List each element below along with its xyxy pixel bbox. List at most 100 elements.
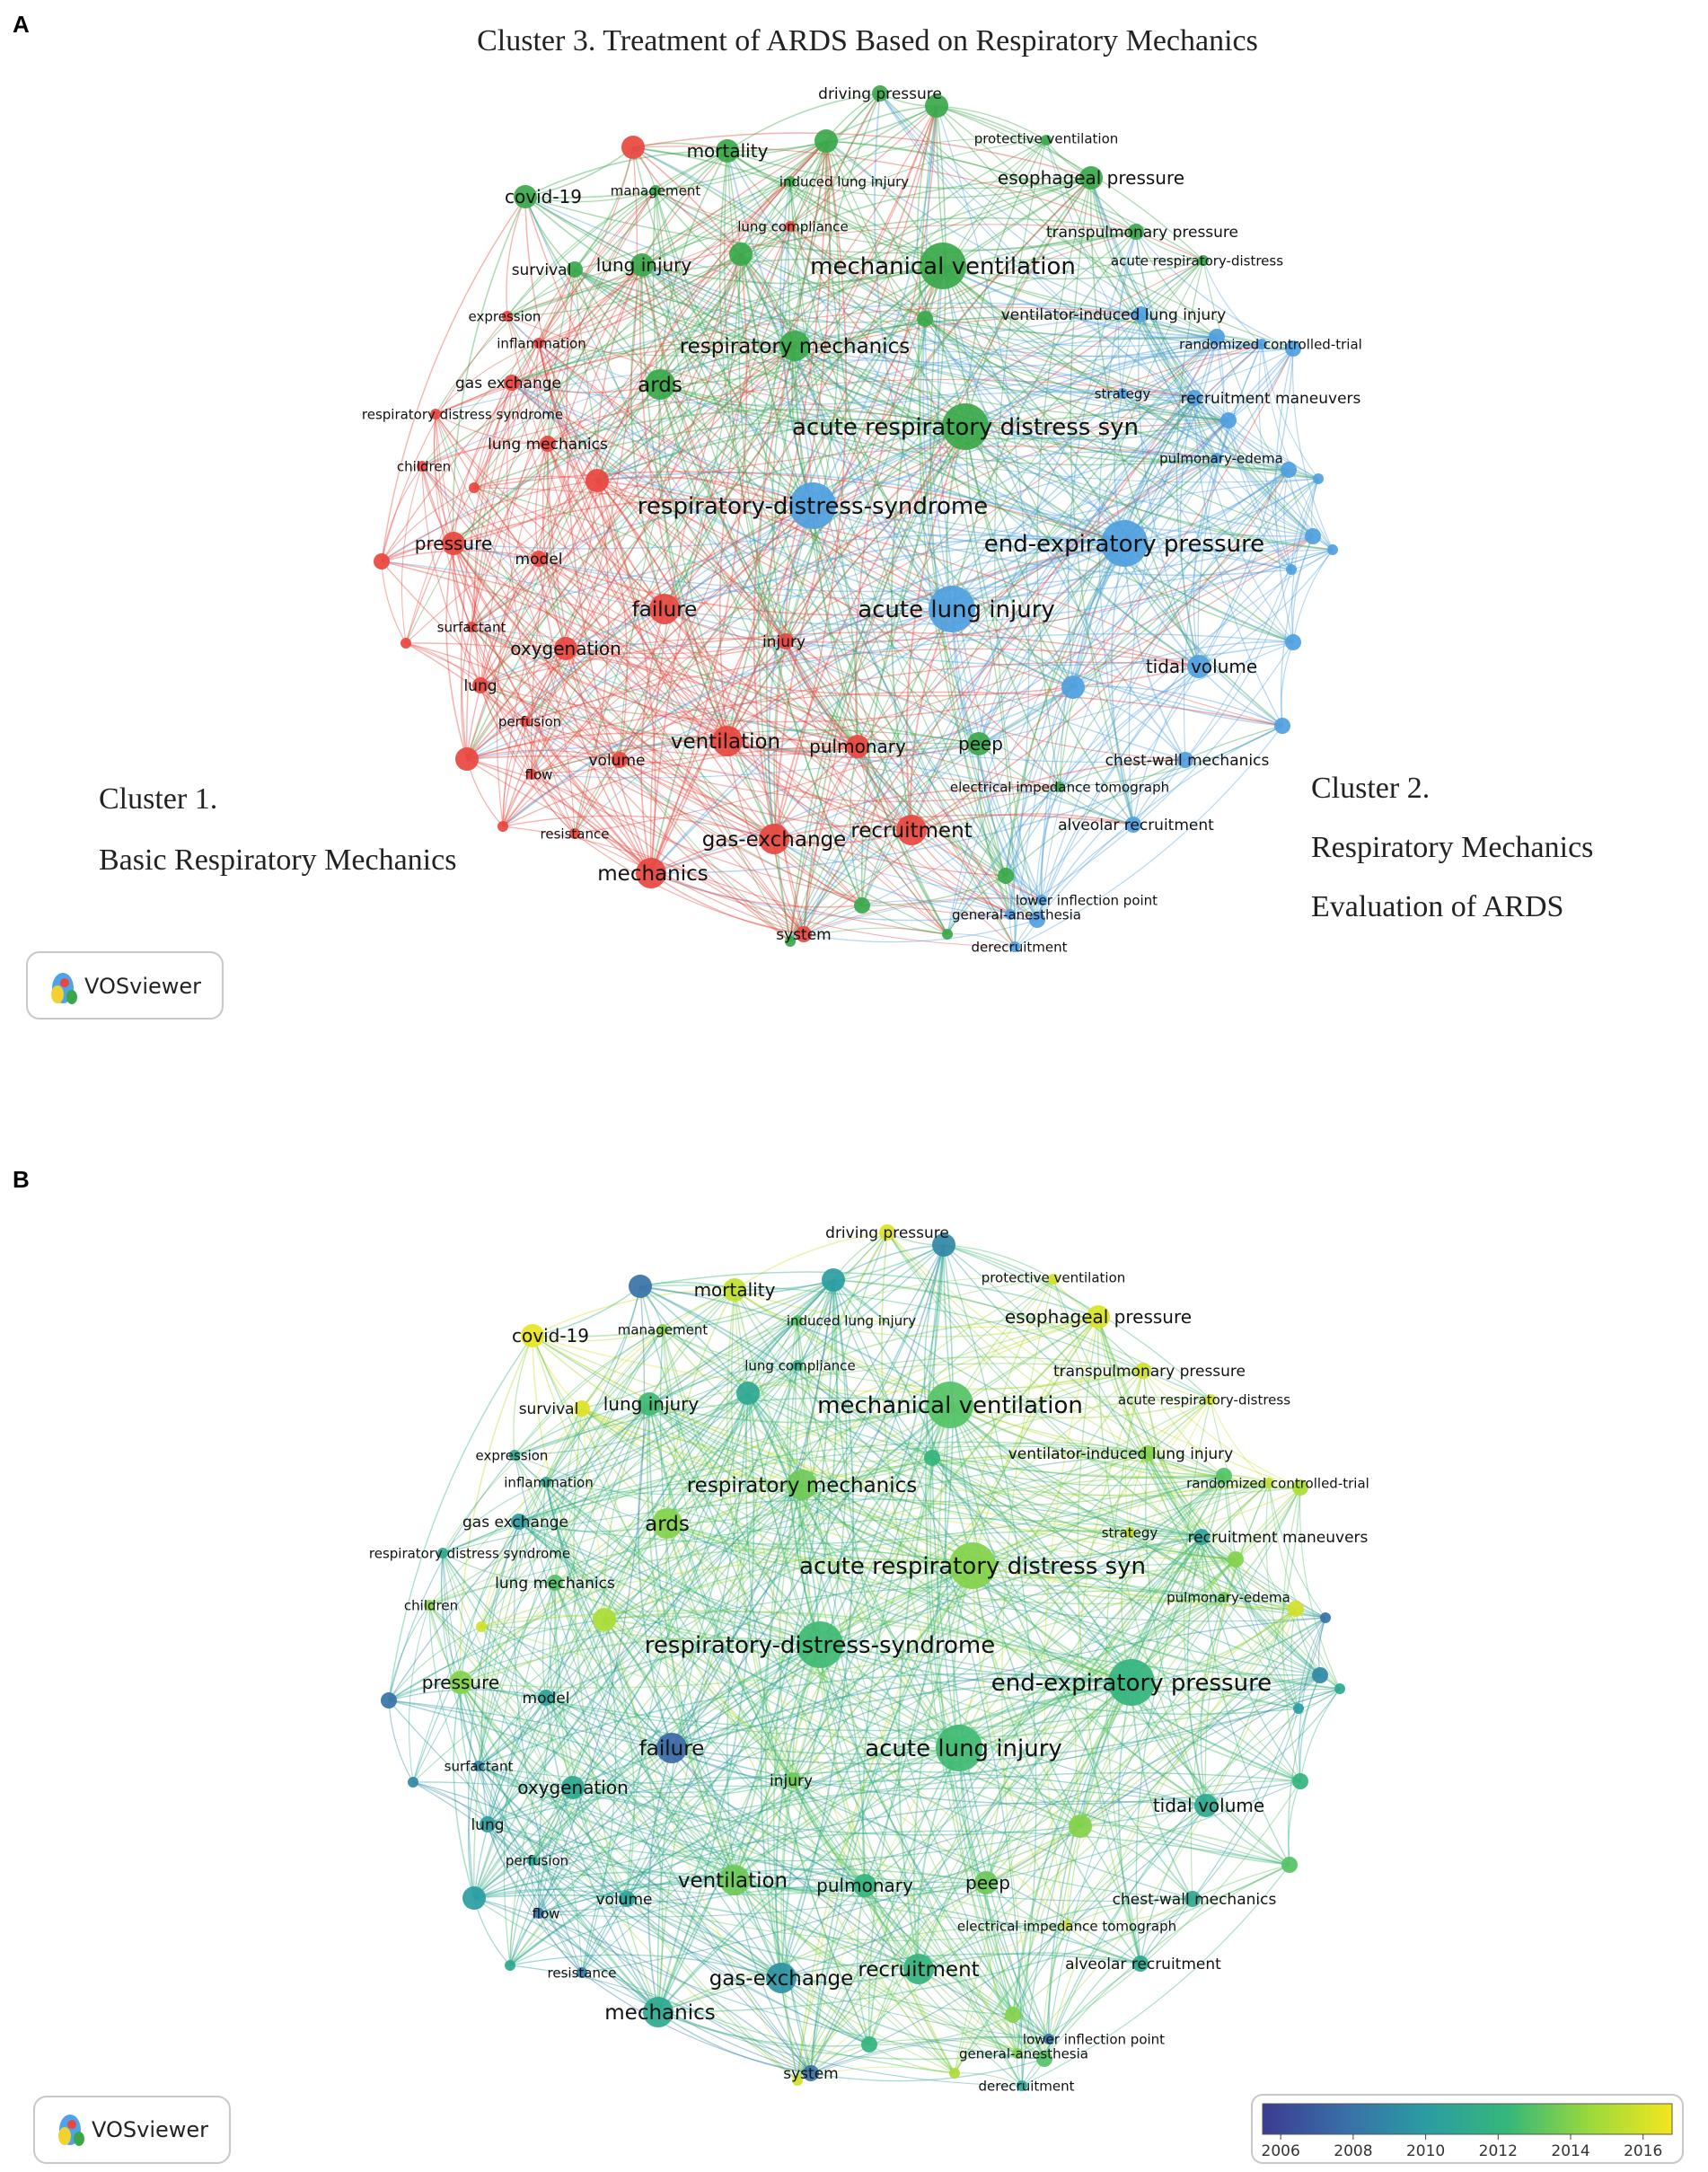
node-unlabeled[interactable] [462, 1886, 486, 1910]
node-unlabeled[interactable] [1036, 2051, 1052, 2067]
node-lung[interactable] [472, 677, 489, 693]
node-lung-compliance[interactable] [785, 221, 796, 232]
node-chest-wall-mechanics[interactable] [1184, 1891, 1201, 1907]
node-tidal-volume[interactable] [1187, 655, 1211, 678]
node-pulmonary[interactable] [853, 1874, 876, 1897]
node-unlabeled[interactable] [593, 1608, 616, 1631]
node-induced-lung-injury[interactable] [785, 176, 796, 187]
node-protective-ventilation[interactable] [1048, 1274, 1059, 1285]
node-perfusion[interactable] [527, 1855, 538, 1866]
node-covid-19[interactable] [514, 185, 537, 208]
node-inflammation[interactable] [533, 338, 544, 349]
node-expression[interactable] [509, 1450, 520, 1461]
node-mechanical-ventilation[interactable] [920, 243, 966, 289]
node-recruitment[interactable] [903, 1954, 934, 1984]
node-mechanics[interactable] [636, 858, 666, 888]
node-pressure[interactable] [442, 532, 465, 555]
node-pulmonary[interactable] [846, 735, 869, 758]
node-randomized-controlled-trial[interactable] [1263, 1478, 1274, 1488]
node-volume[interactable] [612, 752, 628, 768]
node-gas-exchange[interactable] [766, 1963, 797, 1993]
node-inflammation[interactable] [541, 1477, 551, 1488]
node-unlabeled[interactable] [1029, 912, 1045, 928]
node-covid-19[interactable] [521, 1324, 544, 1347]
node-volume[interactable] [619, 1891, 635, 1907]
node-ventilation[interactable] [712, 726, 743, 756]
node-unlabeled[interactable] [792, 2075, 803, 2086]
node-unlabeled[interactable] [374, 553, 390, 569]
node-injury[interactable] [778, 633, 794, 649]
node-survival[interactable] [574, 1400, 590, 1417]
node-surfactant[interactable] [473, 1761, 484, 1771]
node-acute-respiratory-distress[interactable] [1198, 255, 1209, 266]
node-general-anesthesia[interactable] [1005, 909, 1016, 920]
node-recruitment[interactable] [896, 815, 927, 845]
node-unlabeled[interactable] [1274, 718, 1290, 734]
node-unlabeled[interactable] [1228, 1551, 1244, 1567]
node-unlabeled[interactable] [585, 469, 609, 492]
node-lung[interactable] [480, 1816, 496, 1832]
node-ventilator-induced-lung-injury[interactable] [1132, 306, 1149, 322]
node-lung-mechanics[interactable] [540, 436, 556, 452]
node-resistance[interactable] [577, 1967, 587, 1978]
node-unlabeled[interactable] [925, 94, 948, 118]
node-derecruitment[interactable] [1017, 2080, 1027, 2091]
node-unlabeled[interactable] [1305, 528, 1321, 544]
node-recruitment-maneuvers[interactable] [1186, 390, 1202, 406]
node-driving-pressure[interactable] [879, 1224, 895, 1241]
node-gas-exchange[interactable] [759, 824, 789, 854]
node-unlabeled[interactable] [998, 868, 1014, 884]
node-management[interactable] [650, 185, 661, 196]
node-model[interactable] [531, 551, 547, 567]
node-acute-lung-injury[interactable] [936, 1725, 982, 1771]
node-unlabeled[interactable] [455, 747, 479, 771]
node-unlabeled[interactable] [408, 1777, 418, 1788]
node-unlabeled[interactable] [917, 311, 933, 327]
node-unlabeled[interactable] [1281, 462, 1297, 478]
node-ventilation[interactable] [719, 1865, 750, 1895]
node-lower-inflection-point[interactable] [1043, 2034, 1054, 2044]
node-tidal-volume[interactable] [1194, 1794, 1218, 1817]
node-general-anesthesia[interactable] [1012, 2048, 1023, 2059]
node-unlabeled[interactable] [1292, 1773, 1308, 1789]
node-electrical-impedance-tomograph[interactable] [1061, 1920, 1072, 1931]
node-respiratory-mechanics[interactable] [787, 1470, 817, 1500]
node-oxygenation[interactable] [554, 637, 577, 660]
node-unlabeled[interactable] [1285, 634, 1301, 650]
node-survival[interactable] [567, 261, 583, 278]
node-children[interactable] [424, 1600, 435, 1611]
node-esophageal-pressure[interactable] [1087, 1305, 1110, 1329]
node-derecruitment[interactable] [1009, 941, 1020, 952]
node-unlabeled[interactable] [1285, 340, 1301, 357]
node-unlabeled[interactable] [1005, 2007, 1021, 2023]
node-unlabeled[interactable] [932, 1233, 955, 1257]
node-respiratory-distress-syndrome[interactable] [437, 1548, 448, 1558]
node-respiratory-distress-syndrome[interactable] [797, 1621, 843, 1668]
node-unlabeled[interactable] [736, 1382, 760, 1405]
node-lung-injury[interactable] [630, 253, 654, 277]
node-unlabeled[interactable] [942, 929, 953, 940]
node-end-expiratory-pressure[interactable] [1101, 520, 1148, 567]
node-acute-respiratory-distress-syn[interactable] [942, 403, 989, 450]
node-lung-compliance[interactable] [792, 1360, 803, 1371]
node-unlabeled[interactable] [1216, 1468, 1232, 1484]
node-unlabeled[interactable] [1293, 1703, 1304, 1714]
node-chest-wall-mechanics[interactable] [1177, 752, 1193, 768]
node-unlabeled[interactable] [1286, 564, 1297, 575]
node-mortality[interactable] [723, 1278, 746, 1302]
node-transpulmonary-pressure[interactable] [1135, 1363, 1151, 1379]
node-transpulmonary-pressure[interactable] [1128, 224, 1144, 240]
node-unlabeled[interactable] [1292, 1479, 1308, 1496]
node-children[interactable] [417, 461, 427, 472]
node-lung-mechanics[interactable] [547, 1575, 563, 1591]
node-driving-pressure[interactable] [872, 85, 888, 102]
node-ventilator-induced-lung-injury[interactable] [1140, 1445, 1156, 1461]
node-strategy[interactable] [1117, 388, 1128, 399]
node-unlabeled[interactable] [822, 1268, 845, 1292]
node-unlabeled[interactable] [814, 129, 838, 153]
node-surfactant[interactable] [466, 622, 477, 632]
node-flow[interactable] [526, 769, 537, 780]
node-unlabeled[interactable] [1327, 544, 1338, 555]
node-peep[interactable] [974, 1871, 998, 1894]
node-acute-lung-injury[interactable] [929, 586, 975, 632]
